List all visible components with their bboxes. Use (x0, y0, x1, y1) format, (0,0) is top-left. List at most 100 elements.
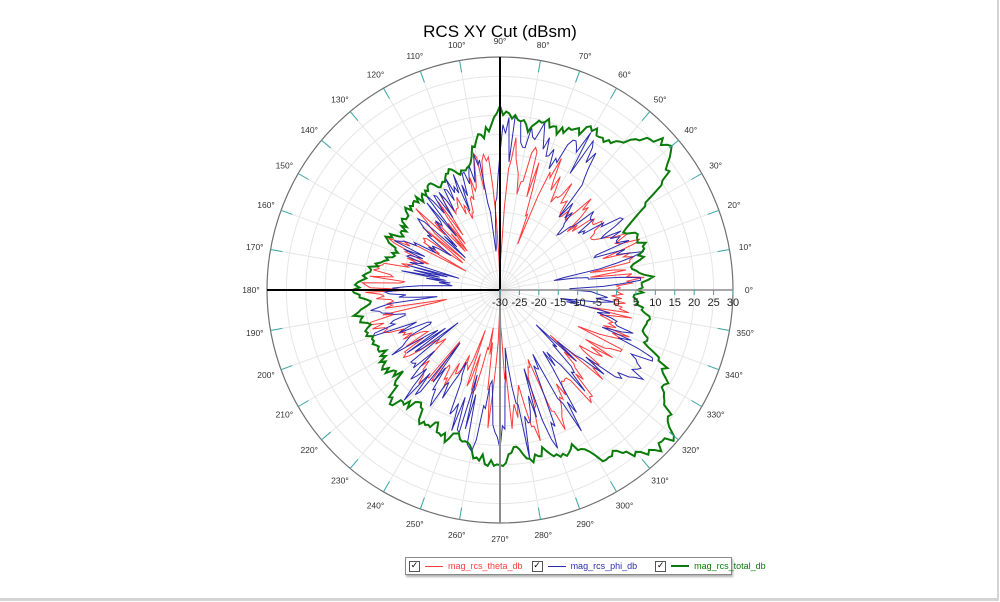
angle-label: 70° (579, 51, 592, 61)
angle-tick (610, 481, 617, 493)
grid-spoke (499, 289, 617, 493)
angle-label: 60° (618, 69, 631, 79)
legend: ✓ mag_rcs_theta_db ✓ mag_rcs_phi_db ✓ ma… (405, 557, 766, 575)
angle-tick (641, 458, 651, 469)
grid-spoke (321, 289, 501, 441)
angle-tick (349, 458, 359, 469)
angle-label: 160° (257, 200, 275, 210)
angle-label: 170° (246, 242, 264, 252)
legend-item-theta[interactable]: ✓ mag_rcs_theta_db (409, 560, 523, 572)
angle-label: 350° (736, 328, 754, 338)
angle-label: 40° (684, 125, 697, 135)
grid-spoke (270, 289, 501, 331)
angle-label: 300° (616, 501, 634, 511)
angle-tick (419, 497, 425, 510)
legend-label-theta: mag_rcs_theta_db (448, 561, 523, 571)
angle-tick (610, 87, 617, 99)
radial-tick-label: 30 (727, 297, 739, 309)
legend-swatch-theta (425, 565, 443, 567)
angle-label: 0° (745, 285, 753, 295)
radial-tick-label: -30 (492, 297, 508, 309)
angle-label: 260° (448, 530, 466, 540)
grid-spoke (280, 289, 501, 371)
grid-spoke (499, 289, 720, 371)
angle-tick (297, 400, 309, 407)
angle-label: 50° (654, 94, 667, 104)
angle-label: 120° (367, 69, 385, 79)
grid-spoke (419, 289, 501, 510)
angle-label: 240° (367, 501, 385, 511)
grid-spoke (297, 289, 501, 407)
angle-tick (459, 60, 463, 73)
angle-label: 180° (242, 285, 260, 295)
grid-spoke (499, 60, 541, 291)
radial-tick-label: 0 (613, 297, 619, 309)
grid-spoke (459, 60, 501, 291)
angle-tick (383, 87, 390, 99)
angle-tick (419, 70, 425, 83)
grid-spoke (499, 209, 720, 291)
angle-tick (383, 481, 390, 493)
angle-tick (691, 173, 703, 180)
radial-tick-label: -20 (531, 297, 547, 309)
angle-label: 270° (491, 534, 509, 544)
angle-tick (717, 327, 730, 331)
grid-spoke (270, 249, 501, 291)
grid-spoke (499, 70, 581, 291)
grid-spoke (499, 289, 541, 520)
angle-tick (641, 111, 651, 122)
angle-tick (691, 400, 703, 407)
grid-spoke (349, 111, 501, 291)
angle-tick (707, 209, 720, 215)
grid-spoke (499, 289, 703, 407)
axis-labels: -30 -25 -20 -15 -10 -5 0 5 10 15 20 25 300°10°20°30°… (242, 36, 754, 544)
radial-tick-label: 10 (649, 297, 661, 309)
angle-label: 340° (725, 370, 743, 380)
radial-tick-label: 15 (669, 297, 681, 309)
legend-swatch-phi (547, 565, 566, 567)
angle-label: 200° (257, 370, 275, 380)
grid-spoke (383, 87, 501, 291)
grid-spoke (499, 289, 730, 331)
angle-tick (280, 365, 293, 371)
grid-spoke (499, 87, 617, 291)
grid-spoke (349, 289, 501, 469)
grid-spoke (499, 289, 651, 469)
angle-label: 100° (448, 40, 466, 50)
angle-label: 220° (300, 445, 318, 455)
grid-spoke (383, 289, 501, 493)
radial-tick-label: -25 (511, 297, 527, 309)
legend-swatch-total (671, 565, 690, 567)
chart-title: RCS XY Cut (dBsm) (423, 22, 577, 41)
grid-spoke (321, 139, 501, 291)
angle-tick (575, 70, 581, 83)
radial-tick-label: -15 (550, 297, 566, 309)
angle-tick (537, 60, 541, 73)
angle-label: 280° (534, 530, 552, 540)
grid-spoke (280, 209, 501, 291)
angle-label: 80° (537, 40, 550, 50)
angle-label: 130° (331, 94, 349, 104)
grid-spoke (419, 70, 501, 291)
legend-checkbox-theta[interactable]: ✓ (409, 560, 420, 572)
polar-axes (266, 56, 734, 524)
angle-label: 140° (300, 125, 318, 135)
legend-checkbox-phi[interactable]: ✓ (531, 560, 543, 572)
legend-checkbox-total[interactable]: ✓ (655, 560, 667, 572)
angle-label: 290° (576, 519, 594, 529)
angle-label: 110° (406, 51, 423, 61)
angle-label: 310° (651, 476, 669, 486)
radial-tick-label: 25 (707, 297, 719, 309)
angle-label: 190° (246, 328, 264, 338)
angle-label: 320° (682, 445, 700, 455)
angle-label: 230° (331, 476, 349, 486)
legend-item-total[interactable]: ✓ mag_rcs_total_db (655, 560, 766, 572)
angle-tick (349, 111, 359, 122)
radial-tick-label: -5 (592, 297, 602, 309)
angle-tick (321, 139, 332, 149)
angle-tick (270, 327, 283, 331)
legend-item-phi[interactable]: ✓ mag_rcs_phi_db (531, 560, 637, 572)
radial-tick-label: -10 (570, 297, 586, 309)
angle-tick (280, 209, 293, 215)
angle-label: 90° (494, 36, 507, 46)
